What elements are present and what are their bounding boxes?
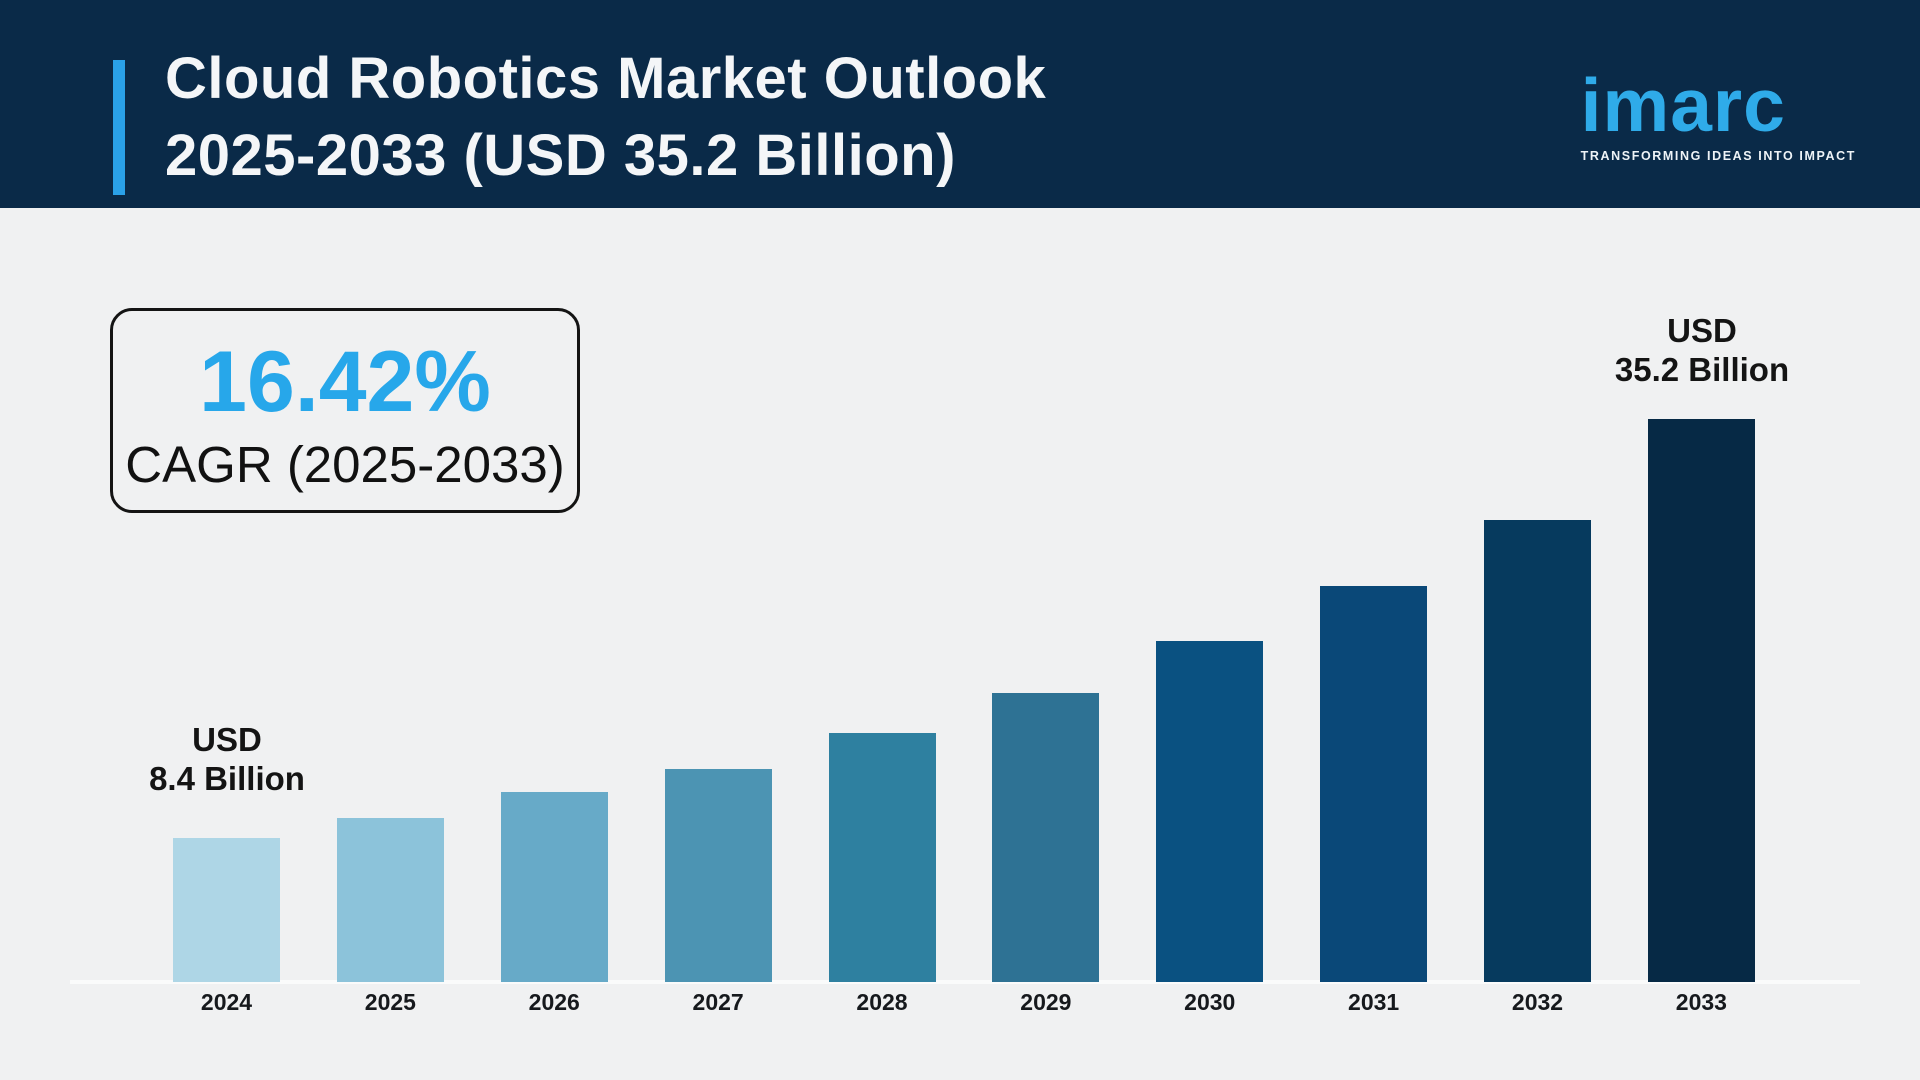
bar-2024: [173, 838, 280, 982]
page-title-line1: Cloud Robotics Market Outlook: [165, 46, 1047, 111]
bar-column-2027: 2027: [664, 769, 772, 1015]
bar-column-2032: 2032: [1484, 520, 1591, 1015]
annotation-first-bar: USD 8.4 Billion: [67, 720, 387, 798]
bar-2033: [1647, 419, 1755, 982]
bar-column-2026: 2026: [500, 792, 608, 1015]
bar-2027: [664, 769, 772, 982]
bar-2025: [336, 818, 444, 982]
year-label-2028: 2028: [856, 989, 908, 1015]
brand-logo: imarc TRANSFORMING IDEAS INTO IMPACT: [1580, 63, 1856, 164]
title-accent-bar: [113, 60, 125, 195]
year-label-2024: 2024: [200, 989, 253, 1015]
bar-2030: [1156, 641, 1264, 982]
bar-2026: [500, 792, 608, 982]
annotation-last-bar: USD 35.2 Billion: [1542, 311, 1862, 389]
bar-column-2031: 2031: [1320, 586, 1428, 1015]
bar-2032: [1484, 520, 1591, 982]
page-title-line2: 2025-2033 (USD 35.2 Billion): [165, 123, 956, 188]
logo-wordmark: imarc: [1580, 63, 1786, 147]
bar-2029: [992, 693, 1100, 982]
year-label-2032: 2032: [1511, 989, 1564, 1015]
year-label-2030: 2030: [1184, 989, 1236, 1015]
x-axis-baseline: [70, 980, 1860, 984]
year-label-2026: 2026: [528, 989, 580, 1015]
cagr-card: 16.42% CAGR (2025-2033): [110, 308, 580, 513]
annotation-last-line1: USD: [1667, 312, 1737, 349]
bar-column-2029: 2029: [992, 693, 1100, 1015]
cagr-value: 16.42%: [199, 334, 491, 430]
bar-2031: [1320, 586, 1428, 982]
year-label-2033: 2033: [1675, 989, 1727, 1015]
page-title: Cloud Robotics Market Outlook 2025-2033 …: [165, 40, 1046, 194]
annotation-first-line2: 8.4 Billion: [149, 760, 305, 797]
annotation-first-line1: USD: [192, 721, 262, 758]
year-label-2025: 2025: [364, 989, 416, 1015]
bar-column-2030: 2030: [1156, 641, 1264, 1015]
bar-column-2024: 2024: [173, 838, 280, 1015]
cagr-label: CAGR (2025-2033): [125, 436, 565, 493]
bar-column-2033: 2033: [1647, 419, 1755, 1015]
annotation-last-line2: 35.2 Billion: [1614, 351, 1790, 388]
year-label-2031: 2031: [1348, 989, 1400, 1015]
bar-column-2025: 2025: [336, 818, 444, 1015]
bar-chart: 2024 2025 2026 2027 2028 2029 2030 2031 2032 2033: [173, 419, 1755, 1015]
bar-2028: [828, 733, 936, 982]
logo-tagline: TRANSFORMING IDEAS INTO IMPACT: [1580, 149, 1856, 163]
year-label-2027: 2027: [692, 989, 744, 1015]
bar-column-2028: 2028: [828, 733, 936, 1015]
header: Cloud Robotics Market Outlook 2025-2033 …: [0, 0, 1920, 208]
year-label-2029: 2029: [1020, 989, 1072, 1015]
